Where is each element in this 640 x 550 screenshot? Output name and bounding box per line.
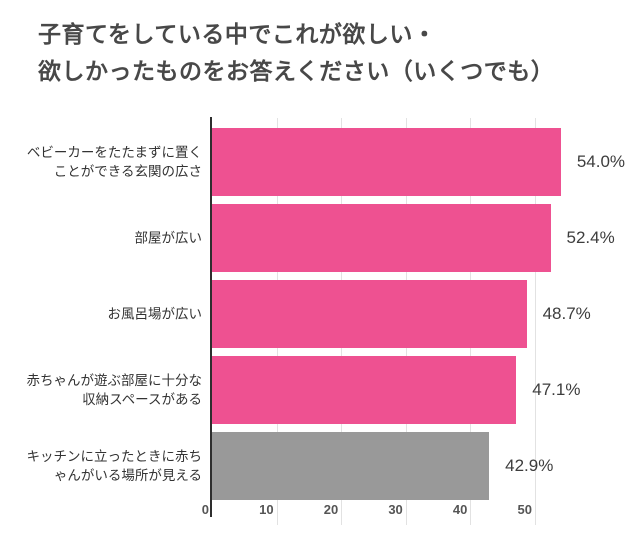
category-label-line: 赤ちゃんが遊ぶ部屋に十分な [26, 373, 203, 388]
x-tick-label: 50 [517, 502, 532, 517]
category-label-line: 部屋が広い [134, 230, 203, 246]
bar [212, 128, 561, 196]
category-label-line: ゃんがいる場所が見える [53, 468, 202, 483]
gridline [535, 118, 536, 525]
category-label-line: ベビーカーをたたまずに置く [26, 145, 202, 160]
value-label: 52.4% [566, 228, 615, 247]
chart-title-line-1: 子育てをしている中でこれが欲しい・ [38, 21, 437, 47]
category-label: キッチンに立ったときに赤ちゃんがいる場所が見える [27, 447, 203, 485]
value-label: 47.1% [532, 380, 581, 399]
chart-title-line-2: 欲しかったものをお答えください（いくつでも） [38, 58, 555, 84]
bar [212, 280, 527, 348]
chart-title: 子育てをしている中でこれが欲しい・ 欲しかったものをお答えください（いくつでも） [38, 16, 554, 90]
x-tick-label: 20 [323, 502, 339, 517]
category-label: ベビーカーをたたまずに置くことができる玄関の広さ [27, 143, 202, 181]
x-tick-label: 0 [201, 502, 209, 517]
y-axis-line [210, 117, 212, 517]
bar [212, 432, 490, 500]
category-label: 部屋が広い [135, 229, 203, 248]
category-label-line: 収納スペースがある [82, 392, 202, 407]
category-label: 赤ちゃんが遊ぶ部屋に十分な収納スペースがある [27, 371, 203, 409]
value-label: 54.0% [576, 152, 626, 171]
category-label-line: ことができる玄関の広さ [53, 164, 202, 179]
category-label-line: お風呂場が広い [107, 306, 203, 322]
value-label: 42.9% [505, 456, 554, 475]
value-label: 48.7% [542, 304, 591, 323]
category-label: お風呂場が広い [108, 305, 203, 324]
category-label-line: キッチンに立ったときに赤ち [26, 449, 203, 464]
bar [212, 204, 551, 272]
x-tick-label: 10 [259, 502, 274, 517]
x-tick-label: 30 [388, 502, 403, 517]
x-tick-label: 40 [452, 502, 468, 517]
bar [212, 356, 517, 424]
